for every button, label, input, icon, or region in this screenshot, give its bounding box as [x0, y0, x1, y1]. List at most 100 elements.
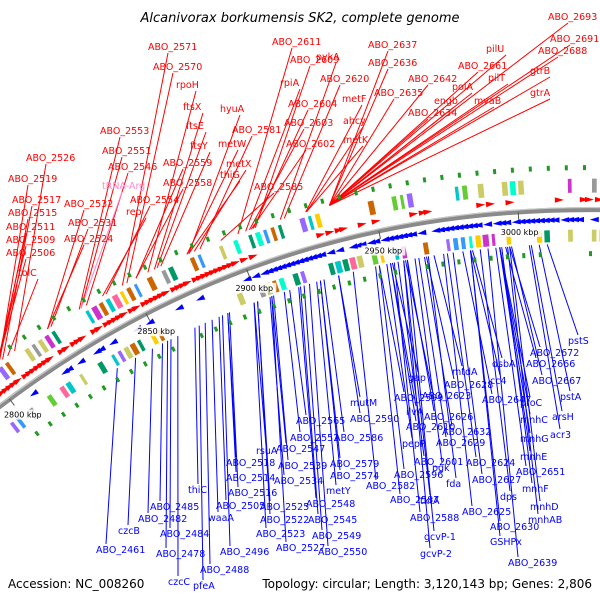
kbp-tick: [517, 211, 520, 220]
feature-block: [292, 272, 302, 286]
reverse-label-leader: [194, 327, 199, 485]
forward-gene-arrow: [182, 280, 192, 287]
gene-label-forward: ABO_2636: [368, 58, 417, 69]
gene-label-forward: rep: [126, 207, 142, 218]
reverse-label-leader: [530, 245, 563, 412]
feature-marker: [505, 254, 510, 260]
forward-label-leader: [126, 72, 174, 284]
gene-label-forward: rpiA: [280, 78, 300, 89]
feature-block: [31, 343, 43, 358]
gene-label-reverse: ABO_2627: [472, 475, 521, 486]
forward-label-leader: [7, 278, 39, 357]
kbp-tick: [378, 230, 381, 239]
feature-marker: [457, 259, 461, 265]
gene-label-forward: pykA: [316, 52, 340, 63]
feature-block: [79, 373, 89, 386]
feature-block: [91, 305, 104, 321]
feature-block: [477, 183, 485, 199]
gene-label-reverse: mnhD: [530, 502, 559, 513]
feature-marker: [74, 402, 80, 409]
gene-label-reverse: ABO_2574: [330, 471, 379, 482]
forward-label-leader: [135, 188, 184, 279]
forward-label-leader: [279, 62, 337, 220]
reverse-label-leader: [507, 246, 539, 515]
reverse-gene-arrow: [468, 222, 479, 229]
forward-label-leader: [102, 217, 147, 297]
gene-label-reverse: mnhF: [522, 484, 549, 495]
reverse-gene-arrow: [473, 222, 483, 228]
forward-label-leader: [252, 109, 309, 229]
gene-label-reverse: pstS: [568, 336, 589, 347]
gene-label-reverse: ABO_2550: [318, 547, 367, 558]
forward-label-leader: [329, 106, 455, 206]
forward-gene-arrow: [338, 227, 349, 233]
gene-label-forward: ABO_2546: [108, 162, 157, 173]
gene-label-forward: ABO_2602: [286, 139, 335, 150]
gene-label-reverse: mnhG: [520, 434, 549, 445]
feature-block: [16, 416, 27, 429]
gene-label-reverse: acr3: [550, 430, 571, 441]
gene-label-reverse: ABO_2565: [296, 416, 345, 427]
gene-label-forward: ABO_2515: [8, 208, 57, 219]
feature-marker: [371, 186, 375, 193]
gene-label-reverse: waaA: [208, 513, 234, 524]
reverse-gene-arrow: [242, 275, 253, 282]
feature-block: [422, 242, 430, 255]
gene-label-forward: ftsY: [190, 141, 208, 152]
gene-label-reverse: ABO_2586: [334, 433, 383, 444]
forward-gene-arrow: [584, 196, 594, 203]
feature-marker: [320, 198, 325, 205]
reverse-label-leader: [198, 325, 204, 581]
reverse-gene-arrow: [268, 266, 279, 272]
reverse-gene-arrow: [65, 365, 75, 373]
feature-marker: [221, 230, 227, 236]
forward-label-leader: [80, 156, 123, 309]
feature-block: [98, 301, 110, 317]
reverse-label-leader: [443, 253, 473, 507]
gene-label-reverse: mnhE: [520, 452, 547, 463]
forward-label-leader: [329, 76, 551, 206]
gene-label-reverse: ABO_2667: [532, 376, 581, 387]
reverse-label-leader: [127, 357, 137, 526]
feature-marker: [199, 332, 205, 339]
gene-label-forward: metW: [218, 139, 247, 150]
feature-block: [517, 180, 525, 195]
feature-marker: [347, 280, 352, 286]
feature-block: [236, 292, 247, 306]
gene-label-reverse: ABO_2639: [508, 558, 557, 569]
gene-label-reverse: pstA: [560, 392, 582, 403]
reverse-label-leader: [253, 302, 267, 529]
reverse-gene-arrow: [502, 219, 512, 226]
forward-label-leader: [329, 118, 429, 206]
gene-label-forward: metK: [343, 135, 369, 146]
accession-text: Accession: NC_008260: [8, 577, 144, 591]
forward-label-leader: [186, 149, 239, 255]
reverse-gene-arrow: [145, 318, 156, 325]
feature-marker: [158, 256, 163, 263]
feature-block: [117, 350, 127, 363]
reverse-label-leader: [509, 246, 541, 502]
feature-block: [591, 178, 597, 193]
reverse-label-leader: [227, 313, 237, 473]
gene-label-reverse: ABO_2630: [490, 522, 539, 533]
gene-label-reverse: gcvP-1: [424, 532, 456, 543]
feature-marker: [457, 172, 462, 178]
feature-marker: [66, 305, 72, 312]
gene-label-reverse: ABO_2582: [366, 481, 415, 492]
gene-label-reverse: ABO_2579: [330, 459, 379, 470]
gene-label-reverse: dps: [500, 492, 517, 503]
gene-label-forward: ABO_2620: [320, 74, 369, 85]
map-title: Alcanivorax borkumensis SK2, complete ge…: [139, 11, 459, 26]
gene-label-reverse: ABO_2587: [390, 495, 439, 506]
reverse-label-leader: [495, 247, 527, 467]
reverse-gene-arrow: [264, 267, 274, 274]
feature-block: [65, 381, 77, 395]
reverse-label-leader: [211, 319, 219, 513]
feature-block: [509, 181, 517, 196]
kbp-tick-bg: [361, 245, 406, 256]
feature-marker: [528, 166, 532, 172]
gene-label-reverse: ABO_2522: [260, 515, 309, 526]
reverse-gene-arrow: [286, 260, 296, 266]
feature-block: [300, 270, 308, 284]
